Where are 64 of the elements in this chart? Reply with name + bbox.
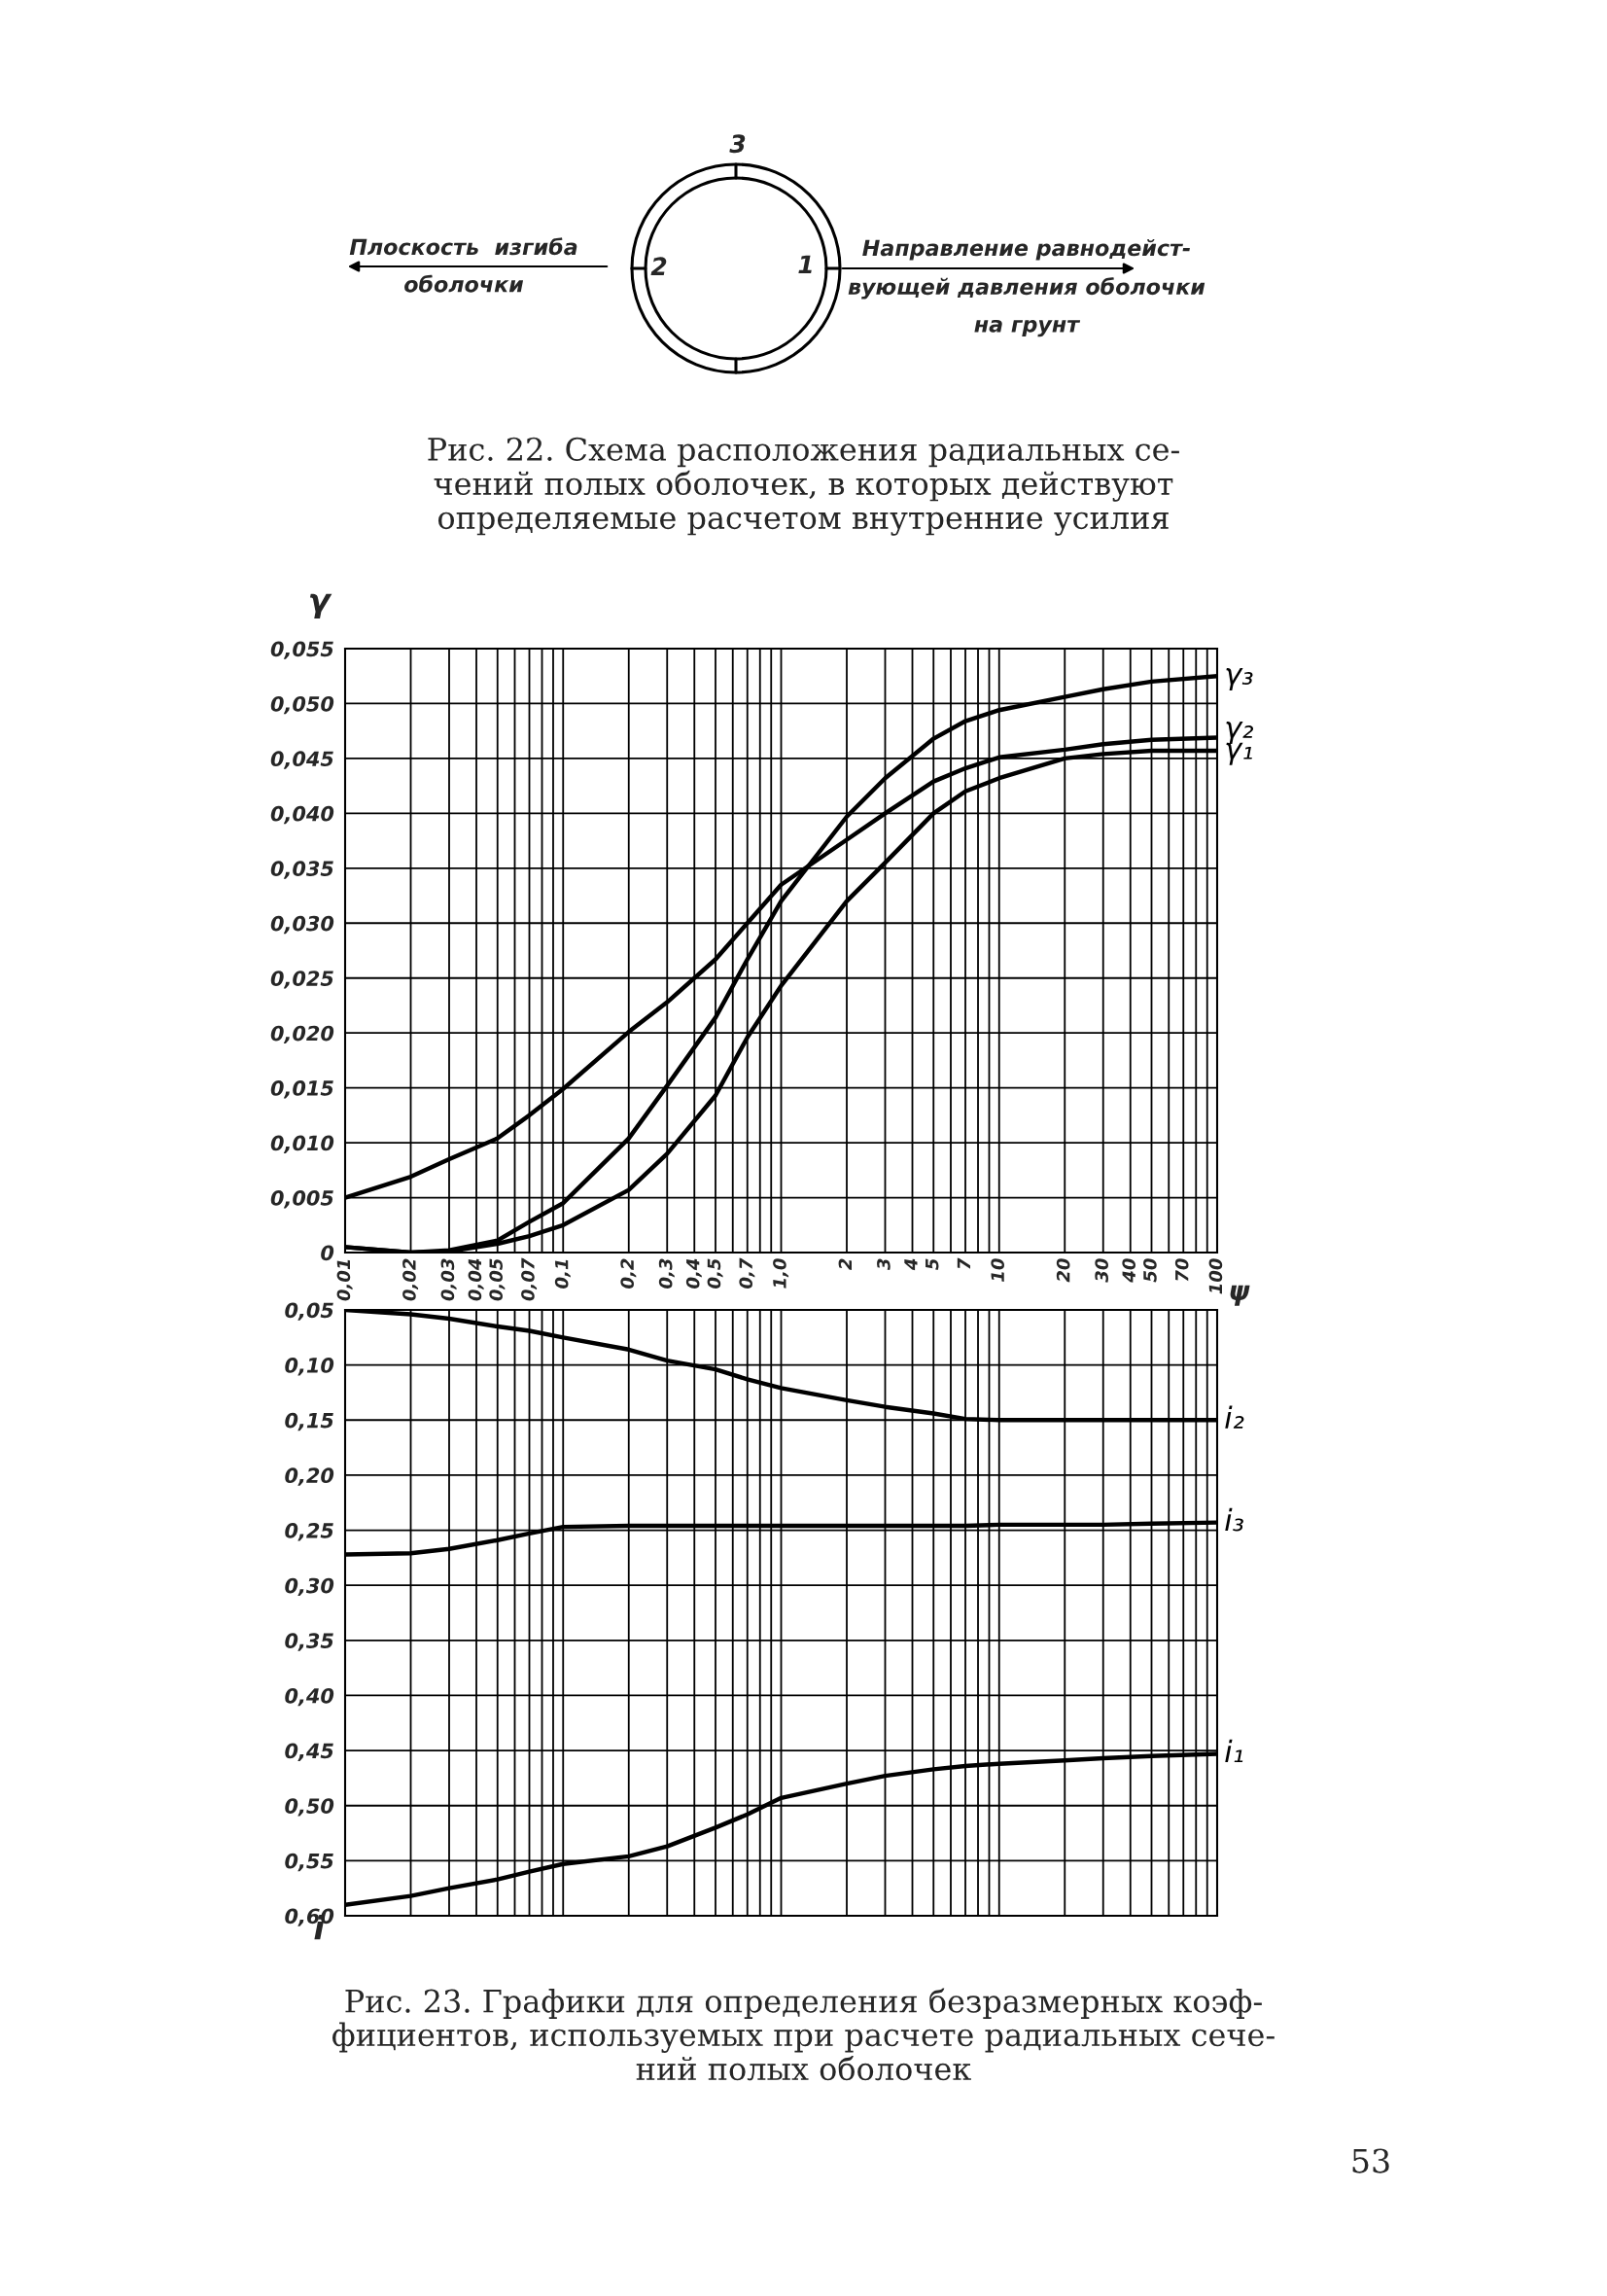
series-label: γ₁	[1226, 742, 1252, 765]
x-tick-label: 50	[1143, 1258, 1157, 1283]
x-tick-label: 2	[838, 1258, 852, 1270]
y-tick-label: 0,20	[285, 1467, 334, 1486]
text: Направление равнодейст- вующей давления оболочки на грунт	[848, 239, 1205, 337]
text: 53	[1352, 2148, 1389, 2173]
series-label: i₃	[1225, 1507, 1243, 1532]
x-axis-title: ψ	[1230, 1285, 1250, 1306]
text: Рис. 23. Графики для определения безразмерных коэф- фициентов, используемых при расчете радиальных сече- ний полых оболочек	[332, 1988, 1275, 2081]
x-tick-label: 0,5	[707, 1258, 723, 1289]
x-tick-label: 0,7	[739, 1257, 755, 1289]
y-tick-label: 0,045	[270, 751, 333, 769]
y-tick-label: 0,05	[285, 1302, 333, 1321]
y-tick-label: 0,50	[285, 1798, 334, 1817]
x-tick-label: 0,3	[658, 1258, 675, 1289]
x-tick-label: 100	[1208, 1258, 1223, 1294]
y-tick-label: 0,020	[270, 1025, 334, 1044]
x-tick-label: 10	[991, 1258, 1004, 1282]
x-tick-label: 5	[926, 1258, 939, 1270]
y-tick-label: 0,015	[270, 1080, 333, 1099]
x-tick-label: 4	[904, 1258, 918, 1271]
x-tick-label: 20	[1056, 1258, 1070, 1283]
x-tick-label: 0,04	[468, 1258, 484, 1301]
y-tick-label: 0	[321, 1245, 334, 1261]
text: 1	[798, 255, 812, 273]
y-tick-label: 0,040	[270, 805, 334, 825]
text: Рис. 22. Схема расположения радиальных се- чений полых оболочек, в которых действуют определяемые расчетом внутренние усилия	[428, 437, 1179, 536]
x-tick-label: 1,0	[773, 1258, 789, 1289]
x-tick-label: 70	[1174, 1258, 1189, 1282]
x-tick-label: 0,05	[489, 1258, 506, 1301]
y-tick-label: 0,010	[270, 1135, 334, 1153]
y-axis-title: γ	[309, 593, 332, 618]
series-label: γ₃	[1226, 667, 1253, 691]
y-tick-label: 0,005	[270, 1190, 333, 1209]
y-tick-label: 0,45	[285, 1743, 333, 1761]
y-tick-label: 0,050	[270, 695, 334, 715]
x-tick-label: 30	[1095, 1258, 1108, 1283]
series-label: γ₂	[1226, 721, 1254, 745]
y-tick-label: 0,15	[285, 1412, 333, 1431]
series-label: i₂	[1225, 1405, 1244, 1429]
y-tick-label: 0,10	[285, 1358, 334, 1376]
x-tick-label: 0,01	[336, 1259, 353, 1301]
x-tick-label: 0,02	[402, 1258, 419, 1301]
x-tick-label: 0,1	[554, 1259, 571, 1289]
y-tick-label: 0,55	[285, 1853, 333, 1872]
text: 3	[729, 134, 746, 154]
x-tick-label: 0,4	[685, 1258, 702, 1289]
x-tick-label: 0,07	[521, 1257, 538, 1301]
text: Плоскость изгиба оболочки	[349, 237, 577, 293]
y-tick-label: 0,025	[270, 971, 333, 989]
x-tick-label: 7	[957, 1257, 970, 1269]
x-tick-label: 40	[1122, 1258, 1135, 1283]
y-tick-label: 0,30	[285, 1577, 334, 1597]
y-tick-label: 0,030	[270, 915, 334, 935]
x-tick-label: 0,2	[620, 1258, 637, 1289]
y-tick-label: 0,40	[285, 1687, 334, 1707]
series-label: i₁	[1225, 1739, 1243, 1763]
x-tick-label: 3	[877, 1258, 891, 1271]
y-tick-label: 0,35	[285, 1633, 333, 1651]
y-tick-label: 0,25	[285, 1523, 333, 1541]
x-tick-label: 0,03	[440, 1258, 457, 1301]
text: 2	[650, 257, 667, 275]
y-tick-label: 0,035	[270, 861, 333, 879]
y-tick-label: 0,055	[270, 641, 333, 659]
